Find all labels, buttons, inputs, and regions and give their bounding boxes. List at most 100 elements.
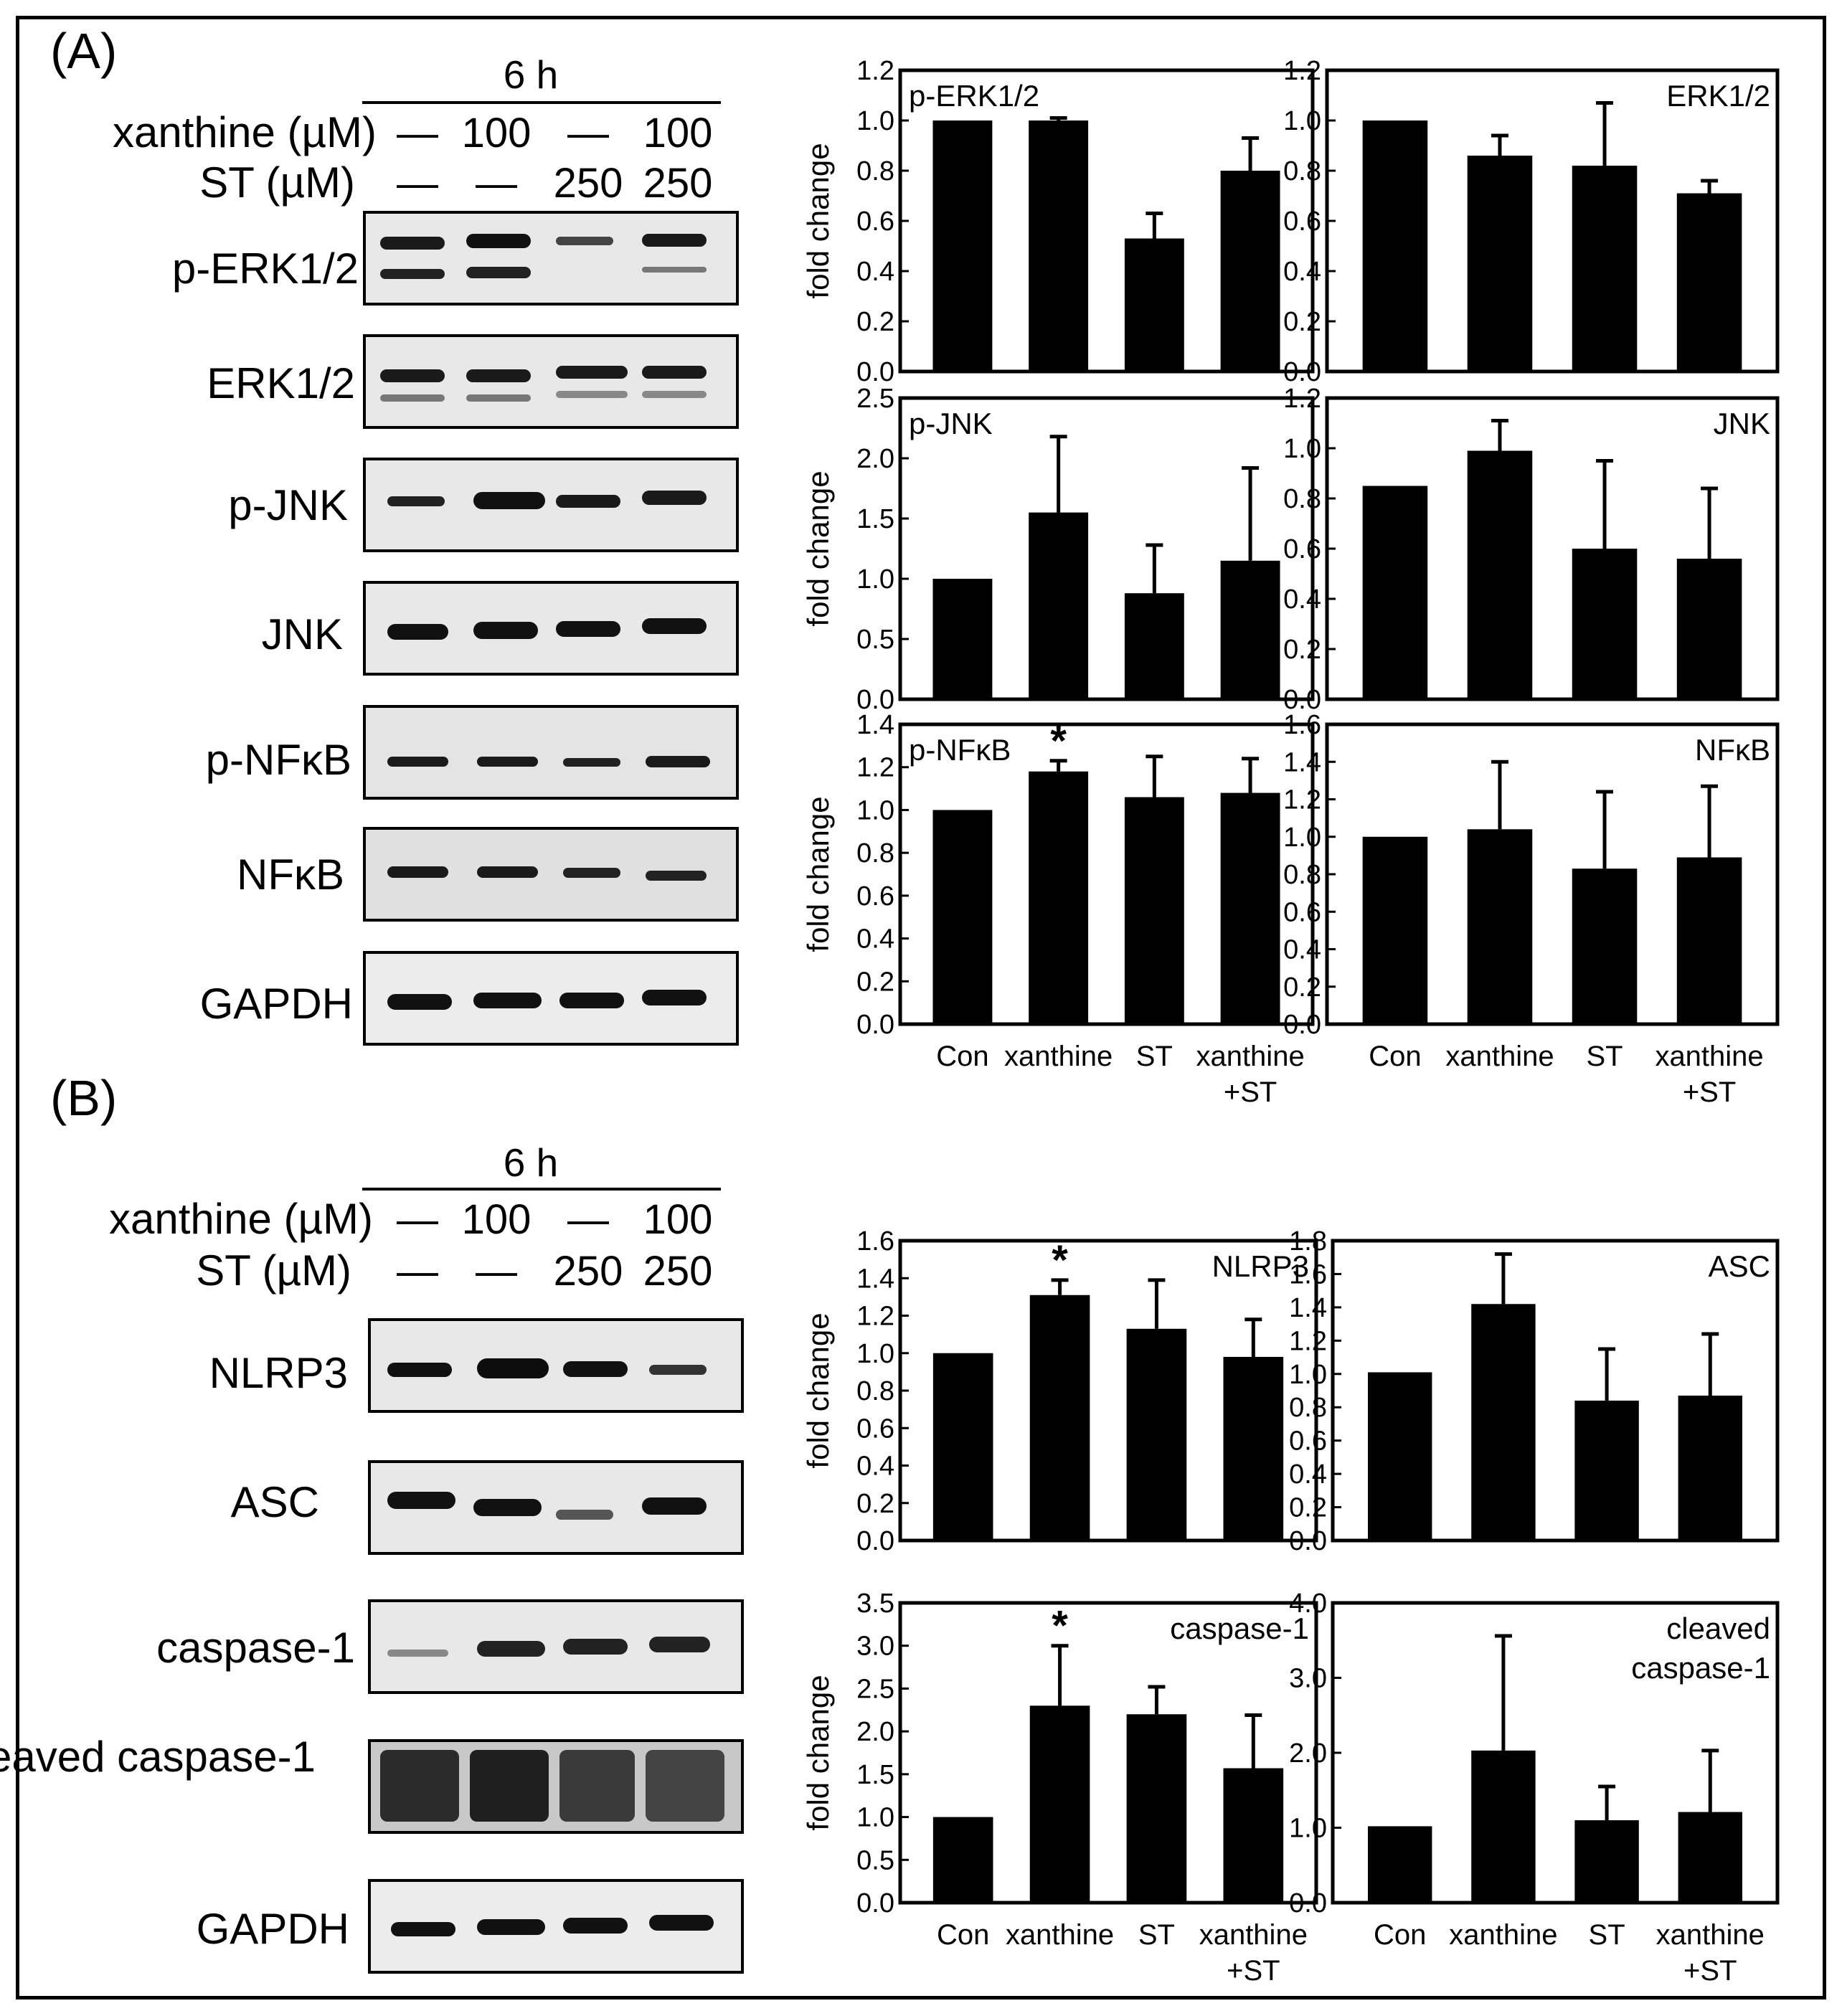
y-tick-label: 0.6 [1283,207,1321,237]
y-tick-label: 1.2 [1283,56,1321,86]
y-tick-label: 0.0 [856,357,894,387]
y-tick-label: 0.6 [856,881,894,912]
y-tick-label: 1.0 [1283,434,1321,464]
y-tick-label: 1.2 [1283,785,1321,815]
chart-title: caspase-1 [1631,1651,1770,1685]
panel-a-lane-labels: — 100 — 100 — — 250 250 [397,110,712,207]
blot-label: GAPDH [200,980,353,1028]
y-tick-label: 0.8 [1289,1393,1327,1423]
y-tick-label: 0.0 [1289,1526,1327,1556]
panel-b-st-label: ST (µM) [196,1246,351,1295]
a-xanthine-lane-1: — [397,110,438,156]
y-tick-label: 0.2 [856,307,894,337]
y-tick-label: 2.0 [856,444,894,474]
blot-cleaved-caspase-1: cleaved caspase-1 [0,1733,744,1834]
panel-a-st-label: ST (µM) [199,158,355,207]
blot-erk: ERK1/2 [207,334,739,429]
x-tick-label: xanthine [1449,1919,1557,1951]
y-tick-label: 0.0 [856,1526,894,1556]
blot-nfkb: NFκB [237,827,739,922]
bar-xanthine-st [1678,1395,1742,1541]
bar-con [932,1817,993,1903]
b-st-lane-4: 250 [643,1248,713,1295]
bar-st [1126,1328,1187,1541]
y-tick-label: 0.4 [1283,257,1321,287]
y-axis-label: fold change [801,1312,835,1468]
blot-p-nfkb: p-NFκB [206,705,739,800]
y-tick-label: 1.6 [1283,710,1321,740]
blot-label: NFκB [237,851,344,899]
chart-nf-b: 0.0 0.2 0.4 0.6 0.8 1.0 1.2 1.4 1.6 NFκB Con xanthi… [1283,710,1780,1108]
x-tick-label: +ST [1683,1955,1737,1987]
blot-gapdh-a: GAPDH [200,951,739,1046]
y-axis-label: fold change [801,796,835,952]
y-tick-label: 2.5 [856,384,894,414]
y-tick-label: 1.2 [856,753,894,783]
bar-con [932,579,993,699]
y-tick-label: 0.6 [856,1414,894,1444]
y-tick-label: 0.5 [856,625,894,655]
bar-xanthine-st [1220,171,1280,372]
panel-a-label: (A) [50,23,117,79]
x-tick-label: ST [1136,1041,1173,1072]
chart-title: cleaved [1666,1612,1770,1645]
y-tick-label: 4.0 [1289,1589,1327,1619]
y-tick-label: 0.2 [856,967,894,997]
a-st-lane-3: 250 [554,160,623,207]
plot-frame [898,396,1315,701]
a-st-lane-2: — [476,160,517,207]
y-tick-label: 0.2 [1283,972,1321,1003]
bar-st [1124,797,1184,1024]
bar-xanthine [1029,512,1089,699]
chart-title: JNK [1714,407,1770,440]
b-xanthine-lane-3: — [567,1196,609,1243]
blot-label: ASC [231,1478,319,1526]
bar-xanthine [1029,1705,1090,1903]
y-tick-label: 1.8 [1289,1226,1327,1257]
bar-xanthine [1467,156,1533,372]
chart-p-erk1-2: 0.0 0.2 0.4 0.6 0.8 1.0 1.2 fold change p-ERK1/2 [801,56,1315,387]
y-tick-label: 0.4 [1283,935,1321,965]
y-tick-label: 0.6 [1283,534,1321,564]
bar-con [932,120,993,372]
y-tick-label: 1.2 [1289,1326,1327,1356]
panel-b-label: (B) [50,1070,117,1126]
y-tick-label: 0.0 [856,1888,894,1918]
y-tick-label: 0.4 [856,1452,894,1482]
y-tick-label: 1.0 [1289,1360,1327,1390]
chart-title: p-ERK1/2 [909,79,1039,113]
x-tick-label: Con [1374,1919,1426,1951]
y-tick-label: 2.0 [1289,1738,1327,1769]
y-axis-label: fold change [801,1675,835,1830]
b-xanthine-lane-1: — [397,1196,438,1243]
a-xanthine-lane-3: — [567,110,609,156]
blot-label: p-NFκB [206,736,351,784]
chart-p-nf-b: 0.0 0.2 0.4 0.6 0.8 1.0 1.2 1.4 fold change * p-NF… [801,710,1315,1108]
bar-st [1126,1714,1187,1903]
panel-b-lane-labels: — 100 — 100 — — 250 250 [397,1196,712,1295]
a-xanthine-lane-2: 100 [462,110,532,156]
b-xanthine-lane-4: 100 [643,1196,713,1243]
y-tick-label: 0.4 [856,924,894,955]
bar-st [1572,166,1638,372]
blot-caspase-1: caspase-1 [156,1599,744,1694]
y-tick-label: 0.8 [1283,860,1321,890]
y-tick-label: 0.2 [1289,1493,1327,1523]
bar-xanthine [1029,771,1089,1024]
panel-b-xanthine-label: xanthine (µM) [109,1195,373,1243]
plot-frame [898,1601,1318,1905]
y-tick-label: 0.2 [1283,635,1321,665]
blot-label: caspase-1 [156,1624,355,1672]
y-tick-label: 0.4 [856,257,894,287]
bar-st [1572,549,1638,699]
a-xanthine-lane-4: 100 [643,110,713,156]
plot-frame [898,722,1315,1026]
y-tick-label: 0.4 [1283,585,1321,615]
x-tick-label: Con [937,1919,989,1951]
y-tick-label: 0.4 [1289,1459,1327,1490]
y-tick-label: 1.0 [1283,106,1321,136]
chart-title: ERK1/2 [1666,79,1770,113]
x-tick-label: xanthine [1445,1041,1554,1072]
chart-cleaved-caspase-1: 0.0 1.0 2.0 3.0 4.0 cleaved caspase-1 Con xanthi… [1289,1589,1780,1987]
y-tick-label: 0.0 [1283,357,1321,387]
